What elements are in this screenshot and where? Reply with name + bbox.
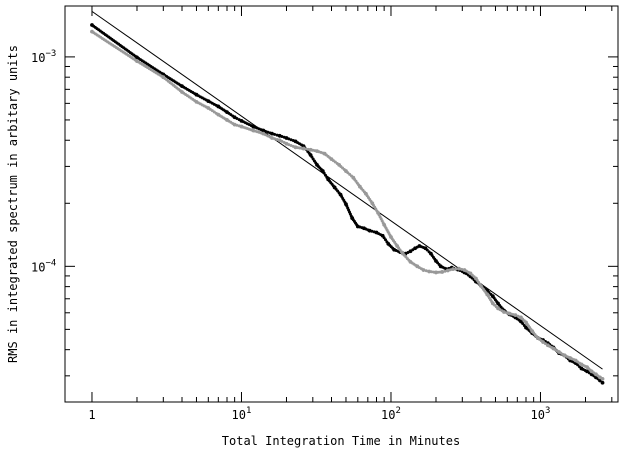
data-point [600,380,605,385]
reference-line-layer [91,10,603,370]
data-point-trace [521,322,525,326]
data-point-trace [280,139,284,143]
x-tick-label: 1 [88,408,95,422]
y-tick-label-exponent: −4 [45,258,56,268]
data-point [301,146,306,151]
y-tick-label-exponent: −3 [45,49,56,59]
reference-line [91,10,603,370]
data-point-trace [235,116,239,120]
data-point-trace [516,314,520,318]
data-point-trace [273,137,277,141]
x-axis-label: Total Integration Time in Minutes [222,434,460,448]
data-point-trace [304,147,308,151]
x-tick-label-exponent: 1 [246,406,251,416]
x-tick-label: 101 [232,406,252,422]
y-tick-label: 10−3 [31,49,56,65]
data-point-trace [287,143,291,147]
plot-frame [64,5,619,403]
data-point-trace [454,267,458,271]
x-tick-label-exponent: 3 [545,406,550,416]
data-point-trace [424,269,428,273]
data-point-trace [370,229,374,233]
x-tick-label: 103 [531,406,551,422]
data-point [451,267,455,271]
x-tick-label-exponent: 2 [395,406,400,416]
data-point-trace [289,144,293,148]
data-point [502,310,506,314]
data-point [445,268,450,273]
data-point [440,270,445,274]
y-axis-label: RMS in integrated spectrum in arbitary u… [6,45,20,363]
series-2 [90,29,605,381]
data-point-trace [273,132,277,136]
data-point-trace [576,363,580,367]
x-tick-label: 102 [381,406,401,422]
data-point-trace [429,270,433,274]
data-point [541,340,545,344]
data-point-trace [425,248,429,252]
data-point [270,136,274,140]
data-point-trace [443,269,447,273]
data-point [513,313,518,317]
data-point-trace [460,267,464,271]
data-point-trace [505,311,509,315]
axis-ticks-layer [65,6,618,402]
data-point [457,266,461,271]
data-point [421,268,426,272]
data-point-trace [287,137,291,141]
data-point-trace [280,135,284,139]
data-points-layer [90,23,605,385]
data-point [600,377,605,381]
data-point-trace [289,138,293,142]
series-1 [90,23,605,385]
data-point-trace [235,123,239,127]
y-tick-label: 10−4 [31,258,56,274]
data-point [270,131,274,136]
